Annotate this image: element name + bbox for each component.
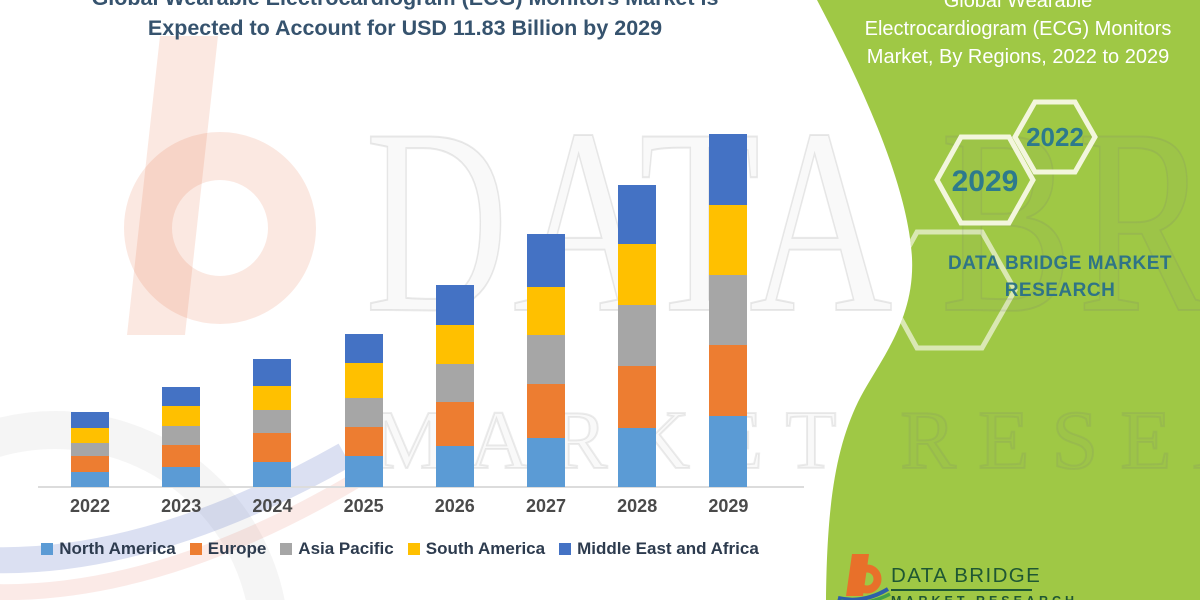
hexagon-2022-label: 2022 xyxy=(1026,122,1084,152)
side-panel-heading-line2: Electrocardiogram (ECG) Monitors xyxy=(864,18,1172,40)
footer-brand-subtext: MARKET RESEARCH xyxy=(891,594,1078,600)
bar-segment-europe-2024 xyxy=(253,433,292,462)
bar-segment-north-america-2024 xyxy=(253,461,292,487)
bar-segment-north-america-2027 xyxy=(527,437,565,487)
bar-segment-north-america-2029 xyxy=(709,415,748,487)
x-axis-label-2028: 2028 xyxy=(617,496,658,516)
footer-logo-b-bowl xyxy=(852,564,882,594)
bar-segment-europe-2029 xyxy=(709,344,748,416)
bar-segment-europe-2028 xyxy=(618,366,657,428)
bar-segment-europe-2023 xyxy=(162,444,201,468)
legend-item-middle-east-and-africa: Middle East and Africa xyxy=(559,539,759,559)
bar-segment-north-america-2028 xyxy=(618,427,657,487)
legend-label: Middle East and Africa xyxy=(577,539,759,558)
bar-segment-middle-east-and-africa-2023 xyxy=(162,386,201,406)
bar-segment-europe-2026 xyxy=(435,401,474,446)
legend-item-asia-pacific: Asia Pacific xyxy=(280,539,394,559)
bar-segment-asia-pacific-2026 xyxy=(435,363,474,402)
bar-segment-asia-pacific-2024 xyxy=(253,410,292,434)
bar-segment-asia-pacific-2029 xyxy=(709,274,748,345)
legend-swatch xyxy=(407,543,420,555)
bar-segment-south-america-2024 xyxy=(253,385,292,411)
bar-segment-south-america-2022 xyxy=(71,427,109,443)
bar-segment-south-america-2023 xyxy=(162,405,201,426)
brand-name-line1: DATA BRIDGE MARKET xyxy=(948,253,1172,274)
bar-segment-asia-pacific-2027 xyxy=(527,334,565,384)
x-axis-label-2027: 2027 xyxy=(525,496,567,516)
bar-segment-asia-pacific-2022 xyxy=(71,442,109,456)
x-axis-label-2026: 2026 xyxy=(434,496,475,516)
x-axis-line xyxy=(38,486,804,488)
bar-segment-middle-east-and-africa-2025 xyxy=(344,334,383,364)
bar-segment-middle-east-and-africa-2022 xyxy=(71,411,109,428)
x-axis-label-2025: 2025 xyxy=(343,496,384,516)
bar-segment-south-america-2025 xyxy=(344,363,383,399)
bar-segment-south-america-2029 xyxy=(709,205,748,275)
x-axis-label-2024: 2024 xyxy=(252,496,293,516)
bar-segment-north-america-2025 xyxy=(344,456,383,487)
chart-legend: North America Europe Asia Pacific South Ame… xyxy=(20,539,780,559)
bar-segment-europe-2022 xyxy=(71,456,109,473)
side-panel-heading-line3: Market, By Regions, 2022 to 2029 xyxy=(866,46,1170,68)
bar-segment-south-america-2028 xyxy=(618,243,657,305)
brand-name-line2: RESEARCH xyxy=(1004,280,1116,301)
decorative-hexagon-partial xyxy=(882,229,1018,351)
legend-label: Asia Pacific xyxy=(298,539,394,558)
chart-title-line2: Expected to Account for USD 11.83 Billio… xyxy=(147,16,663,40)
x-axis-label-2022: 2022 xyxy=(69,496,111,516)
side-panel-heading-line1: Global Wearable xyxy=(943,0,1093,12)
legend-swatch xyxy=(189,543,202,555)
bar-segment-europe-2025 xyxy=(344,427,383,456)
chart-title-line1: Global Wearable Electrocardiogram (ECG) … xyxy=(0,0,810,13)
hexagon-2022-outline xyxy=(1012,99,1098,175)
legend-item-europe: Europe xyxy=(189,539,267,559)
bar-segment-north-america-2023 xyxy=(162,467,201,487)
legend-swatch xyxy=(559,543,572,555)
bar-segment-asia-pacific-2025 xyxy=(344,398,383,428)
legend-item-north-america: North America xyxy=(41,539,176,559)
x-axis-label-2029: 2029 xyxy=(708,496,749,516)
bar-segment-middle-east-and-africa-2029 xyxy=(709,134,748,206)
legend-item-south-america: South America xyxy=(407,539,546,559)
x-axis-label-2023: 2023 xyxy=(161,496,202,516)
legend-label: Europe xyxy=(207,539,267,558)
bar-segment-south-america-2026 xyxy=(435,324,474,364)
bar-segment-south-america-2027 xyxy=(527,286,565,335)
bar-segment-asia-pacific-2023 xyxy=(162,425,201,445)
legend-label: South America xyxy=(425,539,546,558)
hexagon-2029-outline xyxy=(934,134,1036,226)
footer-brand-text: DATA BRIDGE xyxy=(891,564,1042,587)
bar-segment-north-america-2022 xyxy=(71,472,109,487)
legend-label: North America xyxy=(59,539,176,558)
bar-segment-middle-east-and-africa-2026 xyxy=(435,284,474,325)
chart-title: Global Wearable Electrocardiogram (ECG) … xyxy=(0,0,810,43)
bar-segment-asia-pacific-2028 xyxy=(618,304,657,366)
hexagon-2029-label: 2029 xyxy=(952,165,1019,198)
legend-swatch xyxy=(280,543,293,555)
bar-segment-middle-east-and-africa-2028 xyxy=(618,184,657,244)
brand-name: DATA BRIDGE MARKET RESEARCH xyxy=(920,250,1200,304)
footer-logo-green-swoosh xyxy=(841,592,891,600)
bar-segment-middle-east-and-africa-2024 xyxy=(253,358,292,386)
footer-logo-blue-swoosh xyxy=(837,587,890,600)
side-panel-heading: Global Wearable Electrocardiogram (ECG) … xyxy=(838,0,1198,71)
bar-segment-north-america-2026 xyxy=(435,445,474,487)
footer-brand-underline xyxy=(891,589,1032,591)
bar-segment-middle-east-and-africa-2027 xyxy=(527,233,565,287)
legend-swatch xyxy=(41,543,54,555)
bar-segment-europe-2027 xyxy=(527,383,565,438)
